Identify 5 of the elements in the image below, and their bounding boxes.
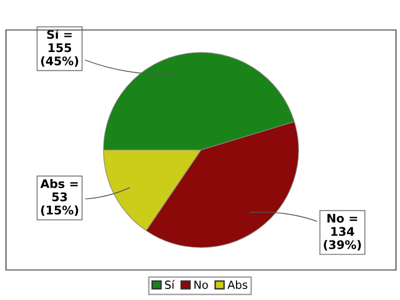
data-label: Abs = 53 (15%) — [40, 178, 78, 216]
data-label: No = 134 (39%) — [324, 214, 361, 251]
legend-label: No — [194, 280, 208, 289]
legend-label: Abs — [227, 280, 248, 289]
legend-label: Sí — [165, 280, 175, 289]
